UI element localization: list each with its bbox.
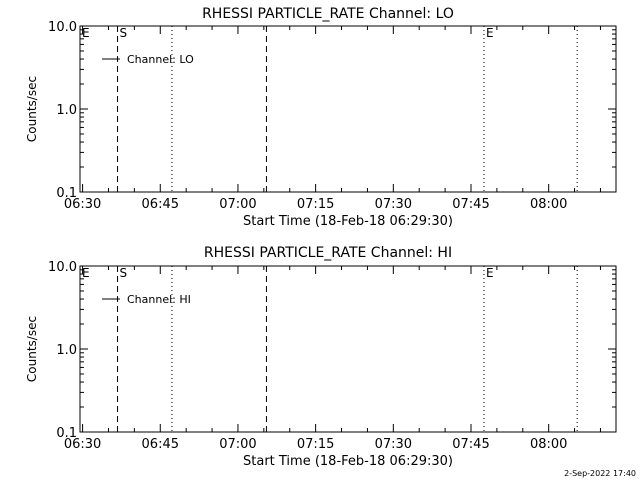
x-tick-label: 07:00 — [219, 437, 256, 452]
event-marker-label: E — [486, 26, 494, 40]
chart-panel-2: RHESSI PARTICLE_RATE Channel: HI 0.1 1.0 10… — [25, 245, 617, 469]
x-tick-label: 08:00 — [530, 197, 567, 212]
event-marker-label: E — [82, 266, 90, 280]
x-tick-label: 07:30 — [375, 437, 412, 452]
date-stamp: 2-Sep-2022 17:40 — [564, 469, 636, 478]
plot-frame — [79, 25, 617, 193]
y-tick-label: 0.1 — [56, 426, 77, 441]
y-tick-label: 0.1 — [56, 186, 77, 201]
legend-label: Channel: LO — [127, 53, 194, 66]
plot-frame — [79, 265, 617, 433]
event-marker-label: E — [486, 266, 494, 280]
event-marker-label: E — [82, 26, 90, 40]
x-tick-label: 07:45 — [452, 437, 489, 452]
y-tick-label: 10.0 — [48, 20, 77, 35]
y-tick-label: 10.0 — [48, 260, 77, 275]
chart-title: RHESSI PARTICLE_RATE Channel: LO — [202, 6, 454, 22]
x-tick-label: 06:30 — [64, 197, 101, 212]
chart-title: RHESSI PARTICLE_RATE Channel: HI — [204, 245, 452, 261]
x-tick-label: 07:15 — [297, 437, 334, 452]
x-axis-label: Start Time (18-Feb-18 06:29:30) — [243, 214, 453, 229]
x-tick-label: 06:30 — [64, 437, 101, 452]
x-tick-label: 08:00 — [530, 437, 567, 452]
legend-label: Channel: HI — [127, 293, 191, 306]
x-tick-label: 07:00 — [219, 197, 256, 212]
chart-panel-1: RHESSI PARTICLE_RATE Channel: LO 0.1 1.0 10… — [25, 6, 617, 229]
y-tick-label: 1.0 — [56, 343, 77, 358]
y-tick-label: 1.0 — [56, 103, 77, 118]
x-tick-label: 07:30 — [375, 197, 412, 212]
x-axis-label: Start Time (18-Feb-18 06:29:30) — [243, 454, 453, 469]
x-tick-label: 07:15 — [297, 197, 334, 212]
y-axis-label: Counts/sec — [25, 316, 39, 382]
x-tick-label: 06:45 — [142, 437, 179, 452]
x-tick-label: 06:45 — [142, 197, 179, 212]
event-marker-label: S — [120, 266, 128, 280]
event-marker-label: S — [120, 26, 128, 40]
y-axis-label: Counts/sec — [25, 76, 39, 142]
x-tick-label: 07:45 — [452, 197, 489, 212]
